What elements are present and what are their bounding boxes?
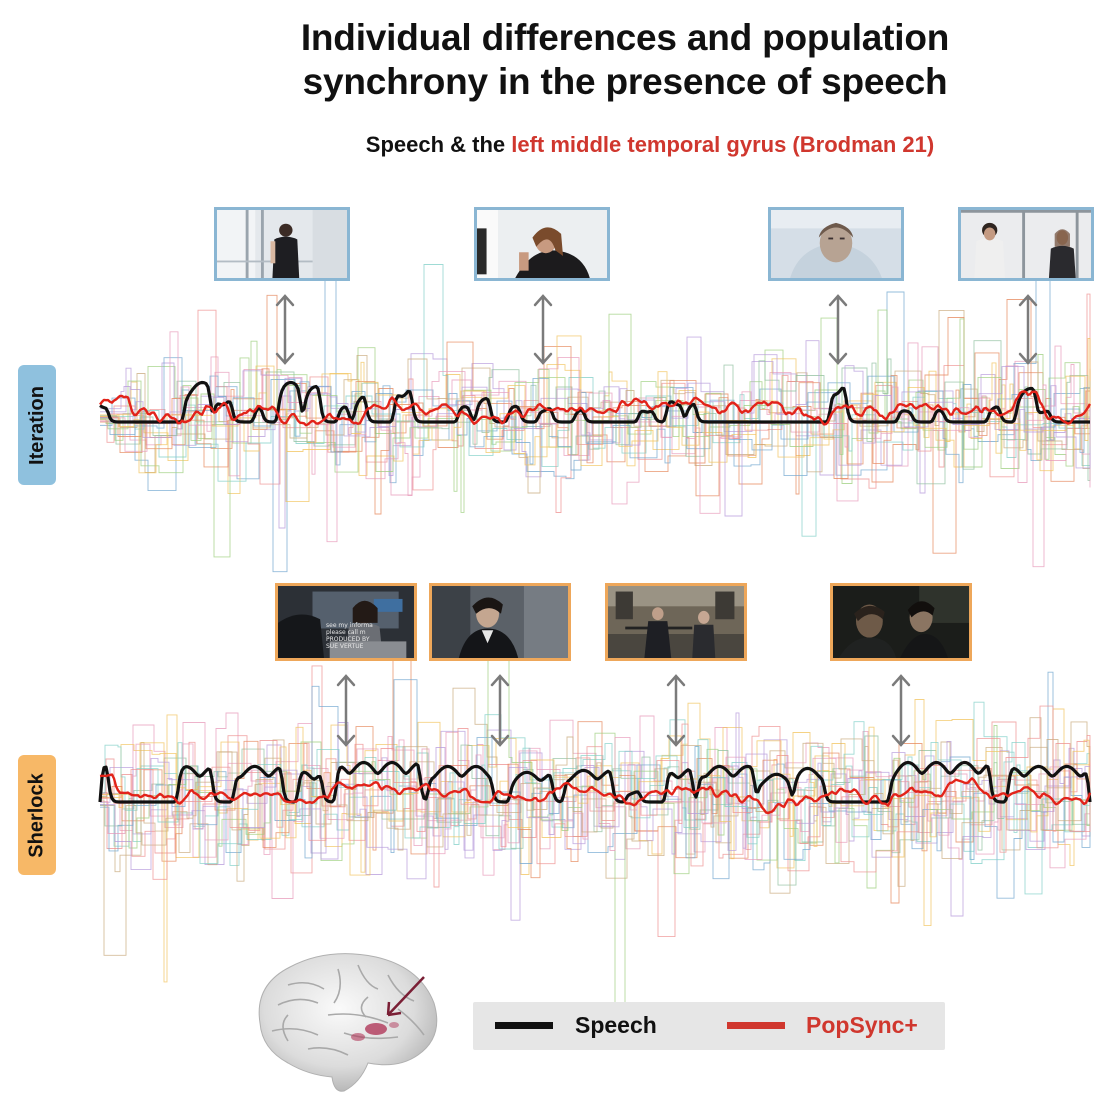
iteration-subject-trace [100,309,1091,558]
sherlock-subject-trace [100,705,1091,888]
double-arrow-icon [828,294,848,365]
iteration-subject-trace [100,335,1091,474]
sherlock-frame-2 [429,583,571,661]
sherlock-popsync-line [99,773,1092,815]
iteration-subject-trace [100,264,1091,537]
sherlock-frame-3 [605,583,747,661]
iteration-subject-trace [100,294,1091,554]
page-title: Individual differences and population sy… [190,16,1060,104]
caption-line: please call m [326,629,366,636]
double-arrow-icon [336,674,356,747]
sherlock-frame-4 [830,583,972,661]
speech-legend-label: Speech [575,1012,657,1038]
double-arrow-icon [275,294,295,365]
popsync-swatch [727,1022,785,1029]
caption-line: SUE VERTUE [326,643,364,650]
sherlock-subject-trace [100,701,1091,866]
popsync-legend-label: PopSync+ [806,1012,918,1038]
iteration-subject-trace [100,293,1091,513]
iteration-frame-2 [474,207,610,281]
iteration-subject-trace [100,342,1091,568]
iteration-subject-trace [100,336,1091,494]
caption-line: PRODUCED BY [326,636,370,643]
sherlock-subject-trace [100,717,1091,956]
sherlock-label-text: Sherlock [25,772,48,858]
iteration-subject-trace [100,299,1091,515]
double-arrow-icon [490,674,510,747]
iteration-frame-3 [768,207,904,281]
sherlock-subject-trace [100,729,1091,921]
title-line-1: Individual differences and population [300,17,950,58]
sherlock-subject-trace [100,722,1091,899]
speech-swatch [495,1022,553,1029]
sherlock-subject-trace [100,665,1091,938]
subtitle: Speech & the left middle temporal gyrus … [220,132,1080,158]
sherlock-subject-trace [100,708,1091,983]
arrow-icon [386,976,425,1017]
sherlock-subject-trace [100,617,1091,904]
sherlock-speech-line [98,760,1092,804]
brain-icon [258,953,438,1092]
subtitle-prefix: Speech & the [365,132,512,157]
double-arrow-icon [666,674,686,747]
iteration-label-text: Iteration [25,385,48,465]
sherlock-panel-label: Sherlock [18,755,56,875]
iteration-speech-line [99,380,1090,424]
title-line-2: synchrony in the presence of speech [302,61,948,102]
double-arrow-icon [533,294,553,365]
sherlock-frame-1: see my informa please call m PRODUCED BY… [275,583,417,661]
iteration-subject-trace [100,340,1091,529]
iteration-panel-label: Iteration [18,365,56,485]
sherlock-frame-1-captions: see my informa please call m PRODUCED BY… [326,622,373,650]
caption-line: see my informa [326,622,373,629]
legend: Speech PopSync+ [473,1002,945,1050]
iteration-popsync-line [99,390,1092,427]
double-arrow-icon [1018,294,1038,365]
double-arrow-icon [891,674,911,747]
iteration-subject-trace [100,309,1091,494]
iteration-frame-1 [214,207,350,281]
subtitle-region: left middle temporal gyrus (Brodman 21) [511,132,935,157]
iteration-frame-4 [958,207,1094,281]
